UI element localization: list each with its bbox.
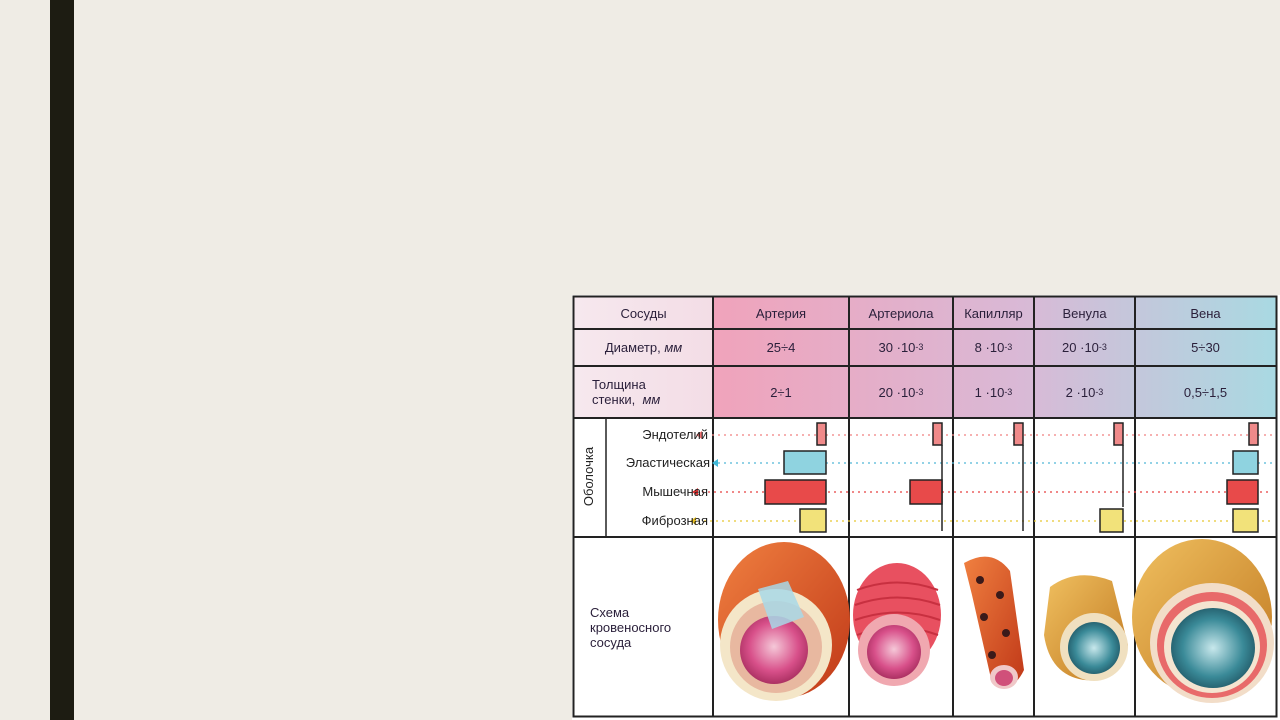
arteriole-layer-bars bbox=[909, 422, 943, 531]
elastic-marker bbox=[712, 459, 718, 467]
table-graphics bbox=[572, 295, 1278, 718]
wall-arteriole: 20 ·10 -3 bbox=[878, 384, 924, 400]
header-venule: Венула bbox=[1062, 305, 1107, 321]
venule-illustration bbox=[1044, 575, 1128, 681]
capillary-layer-bars bbox=[1013, 422, 1024, 531]
wall-capillary: 1 ·10 -3 bbox=[974, 384, 1013, 400]
diameter-artery: 25÷4 bbox=[766, 340, 796, 355]
vein-illustration bbox=[1132, 539, 1274, 703]
vessel-comparison-table: Сосуды Артерия Артериола Капилляр Венула… bbox=[572, 295, 1280, 720]
capillary-illustration bbox=[964, 556, 1024, 689]
diameter-capillary: 8 ·10 -3 bbox=[974, 340, 1013, 355]
venule-layer-bars bbox=[1099, 422, 1124, 533]
layer-muscle: Мышечная bbox=[642, 484, 708, 499]
wall-label: Толщина стенки, мм bbox=[592, 377, 661, 407]
diameter-label: Диаметр, мм bbox=[604, 340, 683, 355]
header-arteriole: Артериола bbox=[868, 305, 934, 321]
muscle-marker bbox=[692, 488, 698, 496]
wall-vein: 0,5÷1,5 bbox=[1183, 384, 1228, 400]
diameter-arteriole: 30 ·10 -3 bbox=[878, 340, 924, 355]
scheme-label: Схема кровеносного сосуда bbox=[590, 604, 672, 650]
artery-illustration bbox=[718, 542, 850, 701]
layer-guide-lines bbox=[698, 434, 1272, 522]
wall-artery: 2÷1 bbox=[770, 384, 792, 400]
header-vein: Вена bbox=[1190, 305, 1221, 321]
fibrous-marker bbox=[690, 517, 696, 525]
header-capillary: Капилляр bbox=[964, 305, 1023, 321]
diameter-vein: 5÷30 bbox=[1191, 340, 1220, 355]
arteriole-illustration bbox=[853, 563, 941, 686]
layer-fibrous: Фиброзная bbox=[641, 513, 708, 528]
layer-endothelium: Эндотелий bbox=[642, 427, 708, 442]
artery-layer-bars bbox=[764, 422, 827, 533]
vein-layer-bars bbox=[1226, 422, 1259, 533]
layer-elastic: Эластическая bbox=[625, 455, 710, 470]
endothelium-marker bbox=[696, 431, 702, 439]
wall-venule: 2 ·10 -3 bbox=[1065, 384, 1104, 400]
header-vessels: Сосуды bbox=[620, 305, 667, 321]
header-artery: Артерия bbox=[755, 305, 807, 321]
slide-left-bar bbox=[50, 0, 74, 720]
diameter-venule: 20 ·10 -3 bbox=[1062, 340, 1107, 355]
